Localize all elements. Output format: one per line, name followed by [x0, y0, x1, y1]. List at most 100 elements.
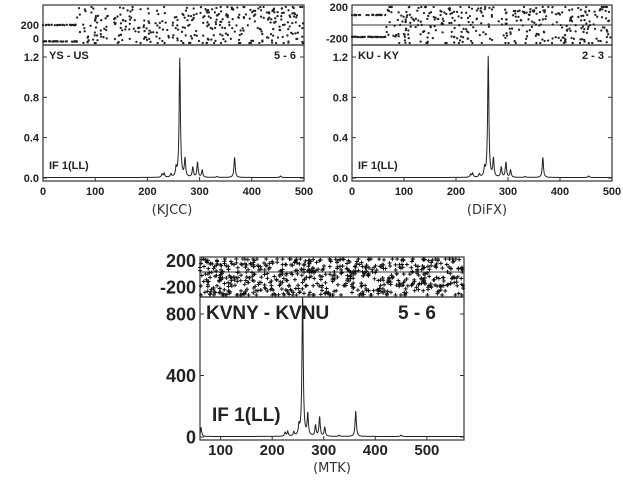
phase-point [511, 14, 515, 17]
phase-point [320, 288, 325, 293]
phase-point [139, 41, 142, 45]
phase-point [404, 277, 409, 282]
phase-point [472, 26, 475, 29]
amplitude-spectrum-line [43, 57, 304, 178]
phase-point [244, 274, 249, 279]
phase-point [344, 266, 349, 271]
phase-point [585, 5, 588, 9]
phase-point [448, 271, 453, 276]
phase-point [368, 293, 373, 297]
phase-point [240, 257, 245, 261]
phase-point [142, 24, 146, 27]
phase-point [407, 37, 410, 40]
phase-point [465, 11, 468, 14]
x-tick-label: 0 [349, 186, 355, 198]
phase-point [162, 5, 166, 9]
phase-point [570, 36, 573, 40]
phase-point [302, 291, 307, 296]
phase-point [294, 21, 297, 24]
phase-point [448, 6, 451, 10]
phase-point [272, 274, 277, 279]
phase-point [236, 270, 241, 275]
phase-point [152, 31, 155, 34]
phase-point [114, 21, 117, 25]
phase-point [233, 283, 238, 288]
phase-point [593, 10, 596, 13]
phase-point [597, 39, 600, 43]
phase-point [262, 261, 267, 266]
phase-point [318, 277, 323, 282]
y-tick-label: 1.2 [333, 52, 348, 64]
phase-point [452, 275, 457, 280]
phase-point [378, 283, 383, 288]
phase-point [425, 264, 430, 269]
phase-point [397, 35, 400, 38]
phase-tick-label: 200 [21, 20, 39, 32]
phase-point [277, 274, 282, 279]
phase-point [190, 18, 194, 22]
phase-point [433, 257, 438, 261]
phase-point [139, 8, 142, 11]
phase-point [569, 17, 573, 21]
phase-point [261, 39, 264, 42]
phase-point [207, 15, 210, 18]
phase-point [464, 27, 468, 31]
phase-point [294, 260, 299, 265]
phase-point [203, 14, 206, 18]
phase-point [413, 263, 418, 268]
phase-point [408, 41, 411, 45]
phase-point [278, 25, 281, 28]
phase-point [128, 37, 131, 41]
phase-point [278, 268, 283, 273]
phase-point [409, 259, 414, 264]
phase-point [581, 38, 584, 41]
phase-point [251, 262, 256, 267]
phase-point [529, 10, 532, 13]
phase-point [456, 291, 461, 296]
x-tick-label: 0 [40, 186, 46, 198]
y-tick-label: 400 [166, 366, 196, 386]
phase-point [201, 257, 206, 261]
phase-point [448, 21, 451, 25]
phase-point [425, 293, 430, 297]
phase-point [439, 13, 442, 17]
phase-point [440, 21, 444, 25]
phase-point [128, 22, 131, 25]
phase-point [487, 23, 490, 26]
phase-point [318, 292, 323, 297]
phase-point [397, 281, 402, 286]
phase-point [262, 268, 267, 273]
phase-point [397, 265, 402, 270]
phase-point [382, 282, 387, 287]
phase-point [293, 268, 298, 273]
phase-point [198, 283, 203, 288]
phase-point [419, 276, 424, 281]
phase-point [504, 8, 507, 11]
phase-point [574, 24, 577, 27]
phase-point [335, 275, 340, 280]
phase-point [500, 23, 504, 26]
phase-point [349, 282, 354, 287]
phase-point [335, 264, 340, 269]
phase-point [238, 13, 241, 16]
phase-point [480, 22, 483, 25]
phase-point [505, 11, 508, 14]
phase-point [582, 30, 585, 34]
phase-point [299, 5, 302, 9]
phase-point [435, 284, 440, 289]
phase-point [450, 21, 453, 25]
phase-point [468, 15, 471, 18]
phase-point [218, 23, 222, 27]
phase-point [572, 37, 576, 40]
phase-point [291, 12, 294, 15]
phase-point [459, 293, 464, 297]
phase-point [239, 41, 242, 45]
phase-point [599, 7, 602, 11]
phase-point [283, 288, 288, 293]
baseline-label: YS - US [49, 50, 89, 62]
x-tick-label: 100 [86, 186, 104, 198]
phase-point [431, 277, 436, 282]
phase-point [357, 262, 362, 267]
phase-point [587, 9, 591, 12]
phase-point [571, 41, 574, 45]
